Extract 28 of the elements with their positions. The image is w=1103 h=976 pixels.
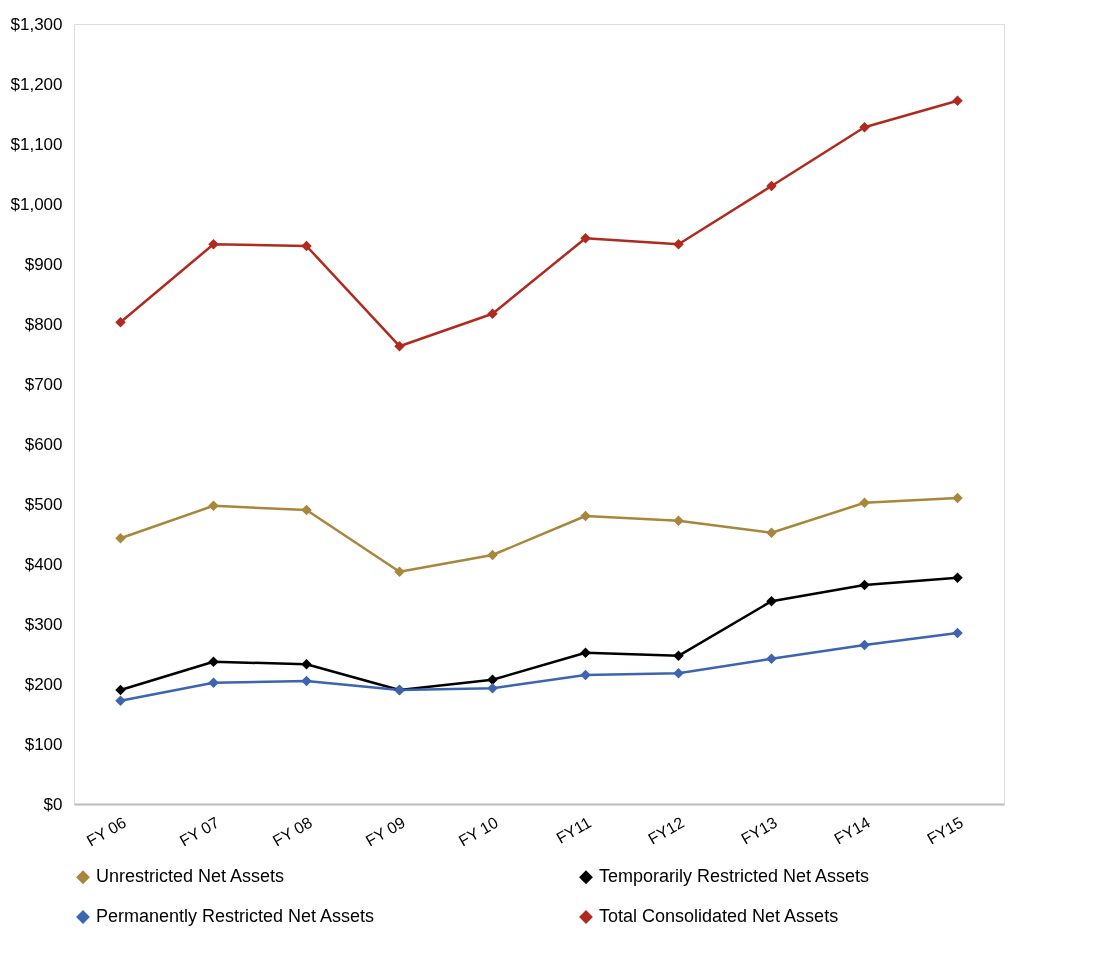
x-tick-label: FY14 — [831, 813, 874, 848]
y-tick-label: $1,200 — [10, 74, 63, 94]
x-tick-label: FY 06 — [83, 813, 130, 850]
y-tick-label: $1,300 — [10, 14, 63, 34]
legend-label: Unrestricted Net Assets — [96, 866, 285, 887]
y-tick-label: $800 — [24, 314, 63, 334]
y-tick-label: $600 — [24, 434, 63, 454]
y-tick-label: $700 — [24, 374, 63, 394]
x-tick-label: FY15 — [924, 813, 967, 848]
y-tick-label: $900 — [24, 254, 63, 274]
y-tick-label: $300 — [24, 614, 63, 634]
x-tick-label: FY12 — [645, 813, 688, 848]
x-tick-label: FY 09 — [362, 813, 409, 850]
x-tick-label: FY11 — [553, 813, 595, 847]
y-tick-label: $500 — [24, 494, 63, 514]
legend-label: Permanently Restricted Net Assets — [96, 906, 375, 926]
legend-label: Temporarily Restricted Net Assets — [599, 866, 870, 887]
x-tick-label: FY 08 — [269, 813, 316, 850]
y-tick-label: $1,000 — [10, 194, 63, 214]
y-tick-label: $200 — [24, 674, 63, 694]
x-tick-label: FY 07 — [176, 813, 223, 850]
legend-label: Total Consolidated Net Assets — [599, 906, 839, 926]
x-tick-label: FY13 — [738, 813, 781, 848]
x-tick-label: FY 10 — [455, 813, 502, 850]
y-tick-label: $400 — [24, 554, 63, 574]
y-tick-label: $1,100 — [10, 134, 63, 154]
y-tick-label: $100 — [24, 734, 63, 754]
y-tick-label: $0 — [43, 794, 63, 814]
